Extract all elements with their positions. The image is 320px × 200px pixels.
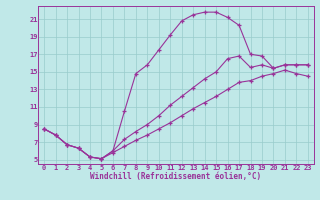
- X-axis label: Windchill (Refroidissement éolien,°C): Windchill (Refroidissement éolien,°C): [91, 172, 261, 181]
